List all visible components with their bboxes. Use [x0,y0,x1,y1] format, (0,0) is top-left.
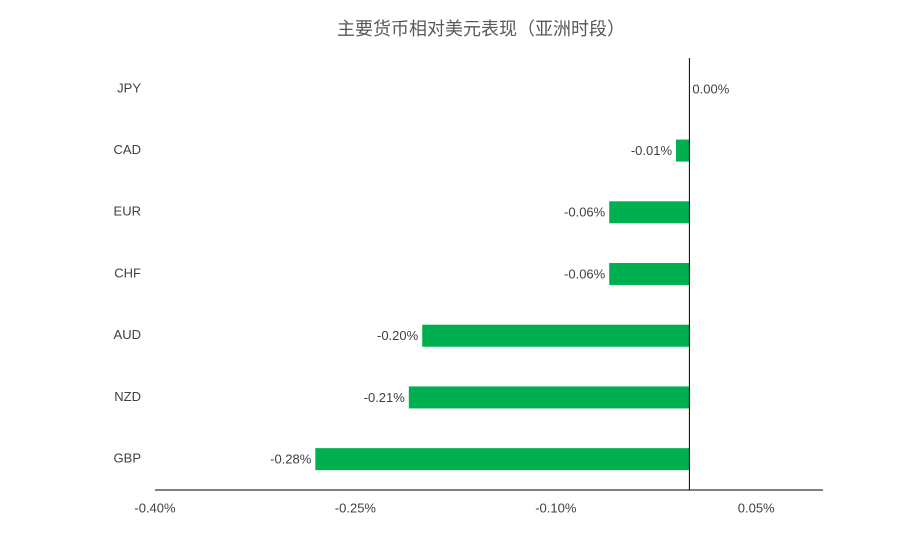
x-tick-label: -0.40% [134,500,176,515]
x-tick-label: -0.10% [535,500,577,515]
data-label: -0.28% [270,452,312,467]
bar [609,263,690,285]
y-tick-label: JPY [117,80,141,95]
chart-title: 主要货币相对美元表现（亚洲时段） [337,19,625,39]
bar [676,139,690,162]
data-label: -0.06% [564,205,606,220]
data-label: 0.00% [692,81,729,96]
y-tick-label: EUR [114,204,141,219]
data-label: -0.01% [631,143,673,158]
data-label: -0.06% [564,266,606,281]
data-label: -0.20% [377,328,419,343]
data-label: -0.21% [364,390,406,405]
y-tick-label: CAD [114,142,141,157]
bar [609,201,690,224]
bar [422,324,690,347]
y-tick-label: AUD [114,327,141,342]
x-tick-label: 0.05% [738,500,775,515]
y-tick-label: CHF [114,265,141,280]
y-tick-label: NZD [114,389,141,404]
x-tick-label: -0.25% [335,500,377,515]
bar [315,448,690,471]
y-tick-label: GBP [114,451,141,466]
bar [408,386,690,409]
